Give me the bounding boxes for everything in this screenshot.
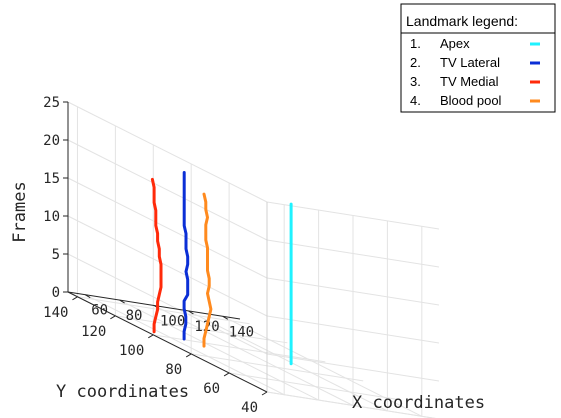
y-tick-label: 120	[81, 324, 106, 340]
z-tick-label: 0	[52, 285, 60, 301]
grid-wall-left-z-10	[67, 215, 268, 317]
x-tick-60	[84, 294, 91, 299]
legend-entry-number: 1.	[410, 36, 421, 51]
z-tick-label: 20	[43, 133, 60, 149]
grid-floor-x-60	[84, 294, 285, 396]
series-line-2	[182, 171, 190, 341]
z-tick-label: 15	[43, 171, 60, 187]
grid-wall-back-z-20	[266, 239, 440, 268]
grid-floor-y-120	[115, 315, 288, 344]
grid-wall-left-z-25	[67, 101, 268, 203]
legend: Landmark legend: 1. Apex 2. TV Lateral 3. TV …	[400, 3, 556, 113]
legend-entry-label: TV Medial	[440, 74, 499, 89]
grid-wall-back-z-15	[266, 277, 440, 306]
legend-box	[400, 3, 556, 113]
grid-floor-x-120	[188, 310, 388, 412]
grid-wall-back-z-0	[266, 391, 436, 418]
y-tick-label: 40	[241, 400, 258, 416]
legend-entry-label: TV Lateral	[440, 55, 500, 70]
y-axis-line	[67, 291, 268, 393]
x-axis-label: X coordinates	[352, 393, 485, 413]
series-line-3	[150, 177, 163, 334]
grid-wall-back-z-25	[266, 201, 440, 230]
y-axis-label: Y coordinates	[56, 382, 189, 402]
legend-entries: 1. Apex 2. TV Lateral 3. TV Medial 4. Blood poo…	[410, 36, 540, 108]
x-tick-label: 80	[126, 308, 143, 324]
legend-entry-label: Apex	[440, 36, 470, 51]
legend-entry-number: 3.	[410, 74, 421, 89]
y-tick-60	[223, 372, 230, 377]
y-tick-label: 100	[119, 343, 144, 359]
x-tick-label: 60	[91, 303, 108, 319]
grid-floor-x-140	[222, 315, 423, 417]
grid-floor-y-100	[153, 334, 326, 363]
grid-floor-y-80	[191, 353, 364, 382]
x-tick-label: 100	[160, 314, 185, 330]
grid-floor-x-80	[119, 299, 319, 401]
grid-floor-y-140	[77, 296, 250, 325]
series-line-4	[202, 192, 213, 348]
y-tick-label: 60	[203, 381, 220, 397]
grid-floor-y-60	[229, 372, 402, 401]
series-layer	[150, 171, 293, 366]
y-tick-40	[261, 391, 268, 396]
z-axis-label: Frames	[10, 181, 30, 242]
grid-wall-left-z-20	[67, 139, 268, 241]
z-tick-label: 10	[43, 209, 60, 225]
legend-entry-label: Blood pool	[440, 93, 502, 108]
z-tick-label: 25	[43, 95, 60, 111]
y-tick-100	[148, 334, 154, 339]
y-tick-140	[72, 296, 78, 301]
grid-wall-left-z-5	[67, 253, 268, 355]
x-tick-120	[188, 310, 194, 315]
grid-layer	[67, 101, 440, 418]
legend-entry-number: 4.	[410, 93, 421, 108]
y-tick-label: 80	[165, 362, 182, 378]
y-tick-120	[110, 315, 116, 320]
x-tick-label: 140	[229, 324, 254, 340]
x-tick-80	[119, 299, 125, 304]
grid-wall-back-z-5	[266, 353, 440, 382]
legend-title: Landmark legend:	[406, 13, 518, 29]
x-tick-140	[222, 315, 229, 320]
label-layer: X coordinates Y coordinates Frames	[10, 181, 485, 413]
y-tick-80	[185, 353, 192, 358]
grid-wall-back-z-10	[266, 315, 440, 344]
y-tick-label: 140	[43, 305, 68, 321]
legend-entry-number: 2.	[410, 55, 421, 70]
z-tick-label: 5	[52, 247, 60, 263]
grid-wall-left-z-15	[67, 177, 268, 279]
